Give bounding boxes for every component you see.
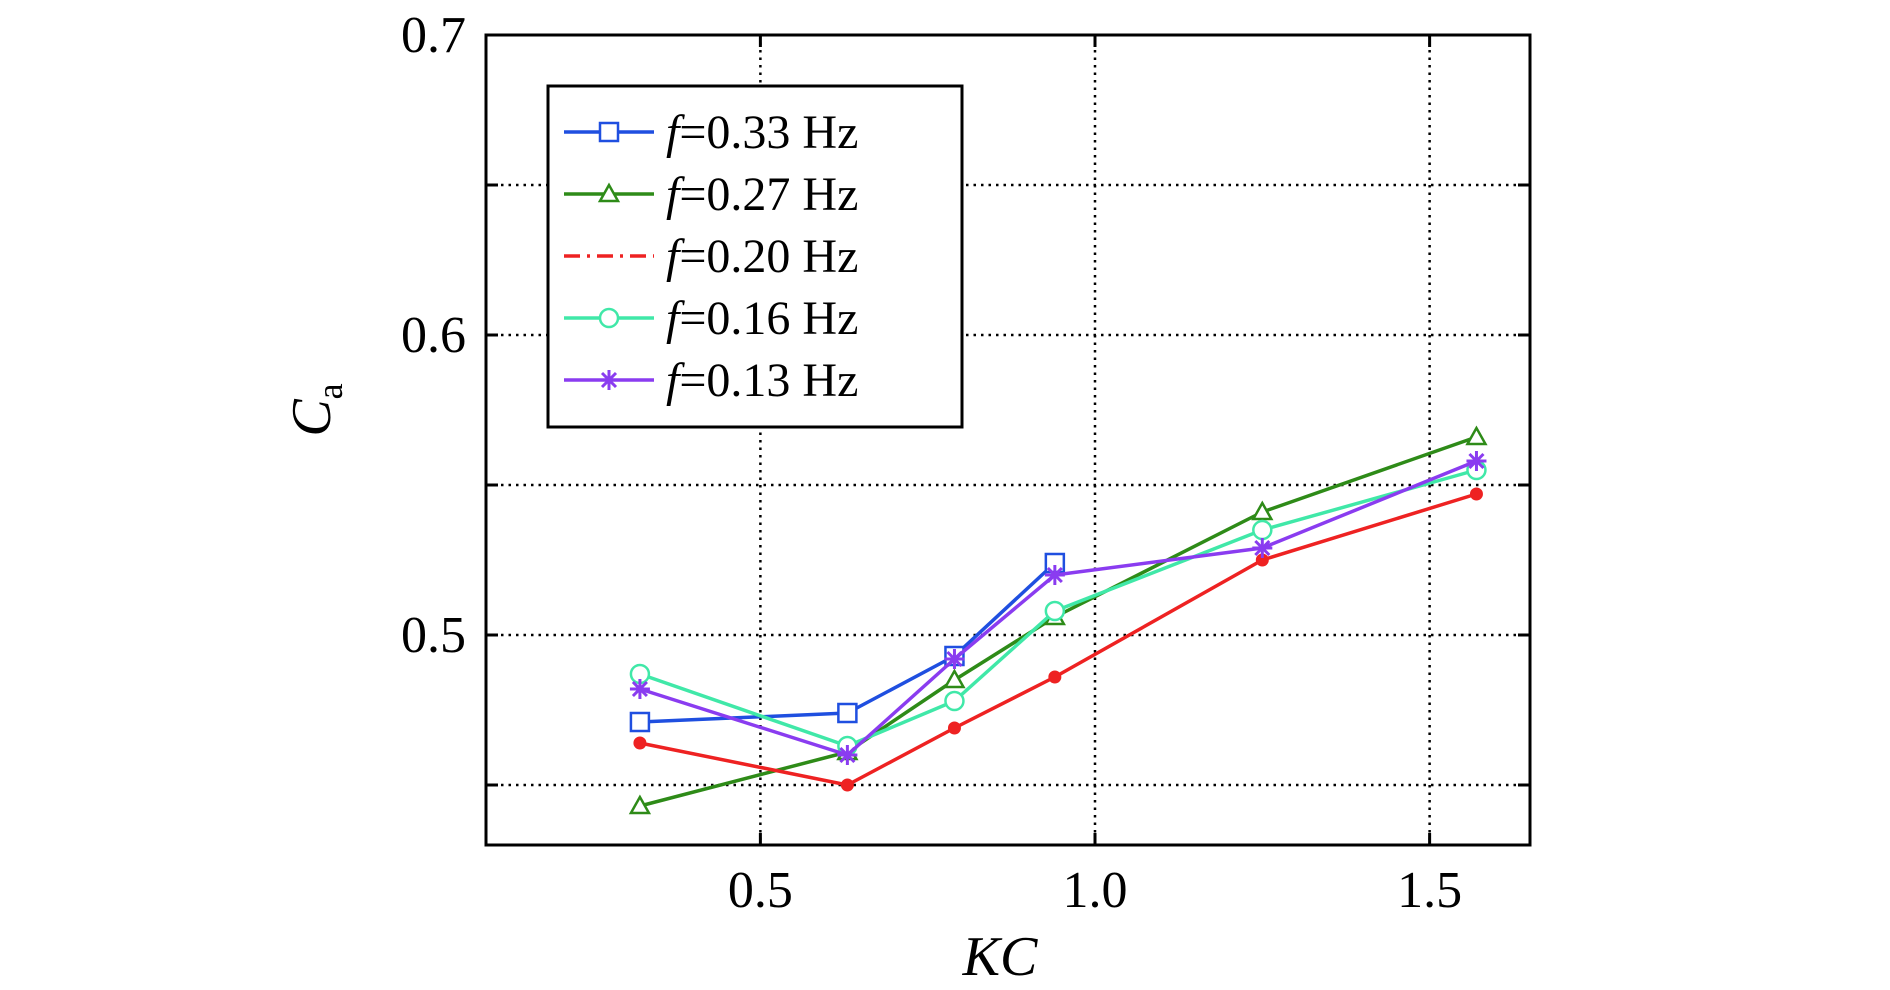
legend-label-value: =0.33 Hz [679,106,858,159]
x-tick-label: 1.5 [1397,862,1462,919]
legend-label: f=0.27 Hz [666,168,858,221]
data-point [629,711,651,733]
legend-label: f=0.13 Hz [666,354,858,407]
x-axis-title: KC [962,926,1038,988]
data-point [944,690,965,712]
legend-box [546,84,964,429]
legend-label: f=0.20 Hz [666,230,858,283]
data-point [837,702,858,724]
legend-item: f=0.27 Hz [564,168,858,221]
legend-label: f=0.33 Hz [666,106,858,159]
data-point [840,778,854,792]
series-line [639,435,1478,808]
asterisk-stroke [839,746,856,764]
asterisk-stroke [1046,566,1063,584]
data-point [633,736,647,750]
y-tick-label: 0.6 [401,307,466,364]
y-axis-title-subscript: a [310,383,350,399]
data-point [1251,500,1274,521]
asterisk-stroke [1468,452,1485,470]
legend-label: f=0.16 Hz [666,292,858,345]
legend-label-value: =0.13 Hz [679,354,858,407]
series-3 [633,487,1483,792]
data-point [1048,670,1062,684]
legend-marker [599,370,619,390]
data-point [1465,425,1488,446]
data-point [629,679,650,699]
legend: f=0.33 Hz f=0.27 Hz f=0.20 Hz f=0.16 Hz f=0.… [546,84,964,429]
y-tick-label: 0.5 [401,607,466,664]
legend-item: f=0.13 Hz [564,354,858,407]
legend-label-value: =0.20 Hz [679,230,858,283]
asterisk-stroke [631,680,648,698]
series-line [639,492,1477,787]
legend-marker [598,121,620,143]
plot-frame [484,33,1532,847]
y-axis-title: Ca [281,383,350,436]
series-5 [629,451,1487,765]
data-point [1252,519,1273,541]
y-tick-label: 0.7 [401,7,466,64]
data-point [947,721,961,735]
data-point [1252,538,1273,558]
data-point [1466,451,1487,471]
axis-ticks: 0.5 1.0 1.5 0.5 0.6 0.7 [401,7,1530,919]
series-line [639,468,1477,748]
legend-label-value: =0.16 Hz [679,292,858,345]
data-point [943,668,966,689]
plot-series [628,425,1488,815]
legend-items: f=0.33 Hz f=0.27 Hz f=0.20 Hz f=0.16 Hz f=0.… [564,106,858,407]
legend-label-value: =0.27 Hz [679,168,858,221]
x-tick-label: 1.0 [1063,862,1128,919]
data-point [628,794,652,815]
legend-item: f=0.16 Hz [564,292,858,345]
legend-marker [598,307,620,329]
data-point [1044,565,1065,585]
series-line [639,459,1478,757]
legend-item: f=0.33 Hz [564,106,858,159]
y-axis-title-main: C [281,399,343,437]
x-tick-label: 0.5 [728,862,793,919]
asterisk-stroke [946,650,963,668]
data-point [1469,487,1483,501]
data-point [944,649,965,669]
legend-marker [597,182,621,203]
data-point [837,745,858,765]
asterisk-stroke [1254,539,1271,557]
asterisk-stroke [600,371,618,389]
series-line [639,561,1057,724]
data-point [1044,600,1066,622]
legend-item: f=0.20 Hz [564,230,858,283]
